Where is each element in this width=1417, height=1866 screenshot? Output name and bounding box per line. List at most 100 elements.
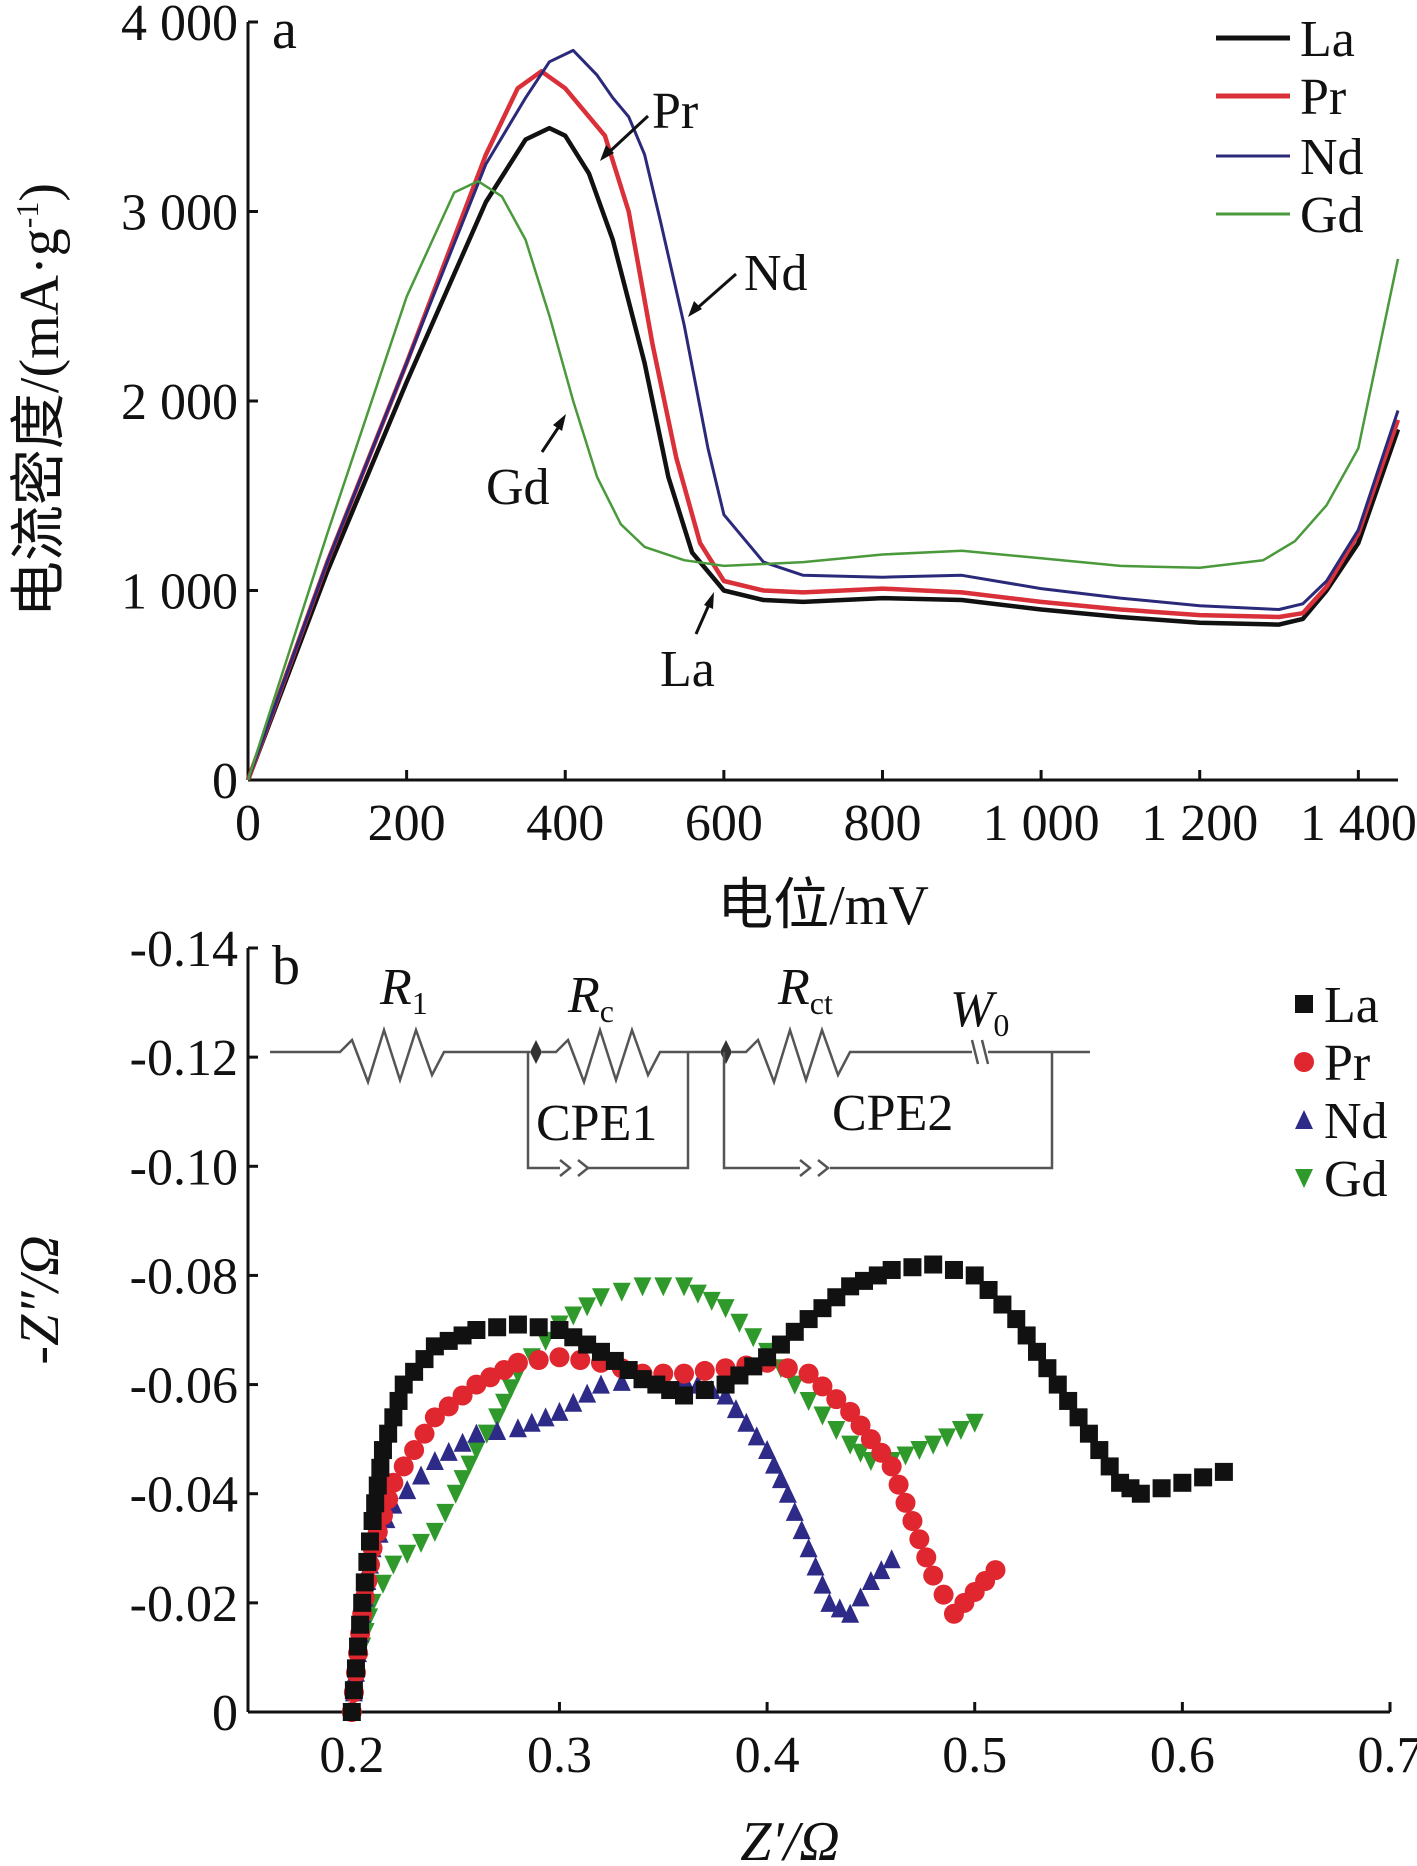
point-gd-6	[467, 1441, 486, 1461]
point-la-5	[425, 1337, 444, 1356]
a-ytick-label-3: 3 000	[121, 185, 238, 242]
panel-b-ticks: 0.2 0.3 0.4 0.5 0.6 0.7 0 -0.02 -0.04 -0.06 -0.08 -…	[130, 921, 1417, 1784]
a-xtick-label-7: 1 400	[1300, 795, 1417, 852]
point-la-9	[591, 1342, 610, 1361]
annotation-nd-arrow	[693, 272, 737, 313]
point-la-23-1	[1152, 1479, 1171, 1498]
b-xtick-label-1: 0.3	[527, 1727, 592, 1784]
point-nd-6-2	[536, 1407, 555, 1427]
point-la-1	[353, 1593, 372, 1612]
legend-b-la-label: La	[1324, 977, 1379, 1034]
point-gd-7-2	[502, 1379, 521, 1399]
label-r1-sub: 1	[412, 985, 428, 1021]
panel-a-y-label-main: 电流密度/(mA·g	[9, 228, 71, 617]
point-nd-3-1	[398, 1480, 417, 1500]
point-gd-15	[799, 1391, 818, 1411]
point-la-10	[633, 1370, 652, 1389]
point-la-19-3	[1038, 1359, 1057, 1378]
cpe2-branch	[722, 1052, 1054, 1170]
point-la-17	[924, 1255, 943, 1274]
point-gd-4-1	[436, 1503, 455, 1523]
panel-a-lines	[245, 48, 1401, 781]
point-la-19	[1007, 1310, 1026, 1329]
point-la-18-1	[979, 1280, 998, 1299]
point-gd-20	[965, 1413, 984, 1433]
point-gd-9-1	[564, 1306, 583, 1326]
point-la-5-2	[453, 1326, 472, 1345]
point-la-6-1	[488, 1318, 507, 1337]
legend-b-gd-marker	[1295, 1169, 1313, 1188]
point-nd-14	[799, 1538, 818, 1558]
point-nd-12-2	[771, 1469, 790, 1489]
a-ytick-label-2: 2 000	[121, 374, 238, 431]
point-la-8-1	[564, 1328, 583, 1347]
series-a-gd	[246, 179, 1400, 781]
legend-a-gd: Gd	[1216, 187, 1364, 244]
point-pr-13-2	[826, 1389, 847, 1410]
point-gd-12	[675, 1277, 694, 1297]
point-gd-3-1	[398, 1544, 417, 1564]
b-xtick-label-5: 0.7	[1358, 1727, 1417, 1784]
point-la-21	[1090, 1441, 1109, 1460]
point-gd-16-1	[851, 1443, 870, 1463]
panel-a-y-label-sup: -1	[9, 202, 45, 229]
legend-b-nd-marker	[1295, 1110, 1313, 1129]
point-la-13-2	[785, 1322, 804, 1341]
point-gd-19	[924, 1435, 943, 1455]
annotation-gd-arrowhead	[553, 414, 566, 431]
b-xtick-label-0: 0.2	[319, 1727, 384, 1784]
resistor-rc	[542, 1025, 720, 1086]
point-la-12-2	[744, 1357, 763, 1376]
point-nd-13	[778, 1483, 797, 1503]
point-la-18	[965, 1266, 984, 1285]
point-la-20-1	[1059, 1391, 1078, 1410]
b-ytick-label-1: -0.02	[130, 1576, 238, 1633]
point-gd-19-2	[951, 1421, 970, 1441]
point-pr-15-2	[895, 1492, 916, 1513]
point-la-18-2	[993, 1295, 1012, 1314]
point-pr-6	[507, 1352, 528, 1373]
a-xtick-label-4: 800	[843, 795, 921, 852]
label-cpe1: CPE1	[536, 1095, 657, 1152]
point-pr-14-3	[871, 1442, 892, 1463]
point-gd-18-1	[896, 1446, 915, 1466]
point-nd-6	[508, 1418, 527, 1438]
point-pr-10	[674, 1363, 695, 1384]
point-la-13-1	[771, 1335, 790, 1354]
point-nd-4-2	[453, 1432, 472, 1452]
point-la-6	[467, 1321, 486, 1339]
point-la-17-1	[944, 1260, 963, 1279]
point-pr-7	[549, 1347, 570, 1368]
panel-b-points	[341, 1255, 1233, 1722]
legend-b-gd-marker-shape	[1295, 1169, 1313, 1188]
point-gd-6-1	[477, 1424, 496, 1444]
legend-a-nd: Nd	[1216, 129, 1364, 186]
label-r1: R1	[379, 959, 428, 1021]
series-b-la	[342, 1255, 1233, 1721]
point-pr-16	[902, 1511, 923, 1531]
point-pr-14-2	[860, 1429, 881, 1450]
cpe1-branch	[526, 1052, 690, 1170]
point-la-3-1	[379, 1424, 398, 1443]
b-ytick-label-7: -0.14	[130, 921, 238, 978]
legend-b-la-marker	[1295, 995, 1313, 1013]
b-xtick-label-3: 0.5	[942, 1727, 1007, 1784]
point-pr-3-2	[404, 1440, 425, 1461]
point-pr-4-2	[452, 1385, 473, 1406]
point-la-2-2	[368, 1476, 387, 1495]
point-gd-7-1	[495, 1393, 514, 1413]
point-la-0-1	[344, 1681, 363, 1700]
legend-a-pr-label: Pr	[1300, 69, 1346, 126]
point-gd-8-2	[536, 1331, 555, 1351]
point-gd-3-2	[412, 1533, 431, 1553]
point-la-7-1	[529, 1318, 548, 1337]
point-la-24	[1173, 1473, 1192, 1492]
label-rc-sub: c	[600, 993, 614, 1029]
resistor-r1	[270, 1025, 530, 1086]
a-xtick-label-5: 1 000	[983, 795, 1100, 852]
legend-a-la-label: La	[1300, 11, 1355, 68]
legend-b-nd-marker-shape	[1295, 1110, 1313, 1129]
a-xtick-label-6: 1 200	[1141, 795, 1258, 852]
point-pr-6-1	[528, 1350, 549, 1371]
a-ytick-label-4: 4 000	[121, 0, 238, 52]
